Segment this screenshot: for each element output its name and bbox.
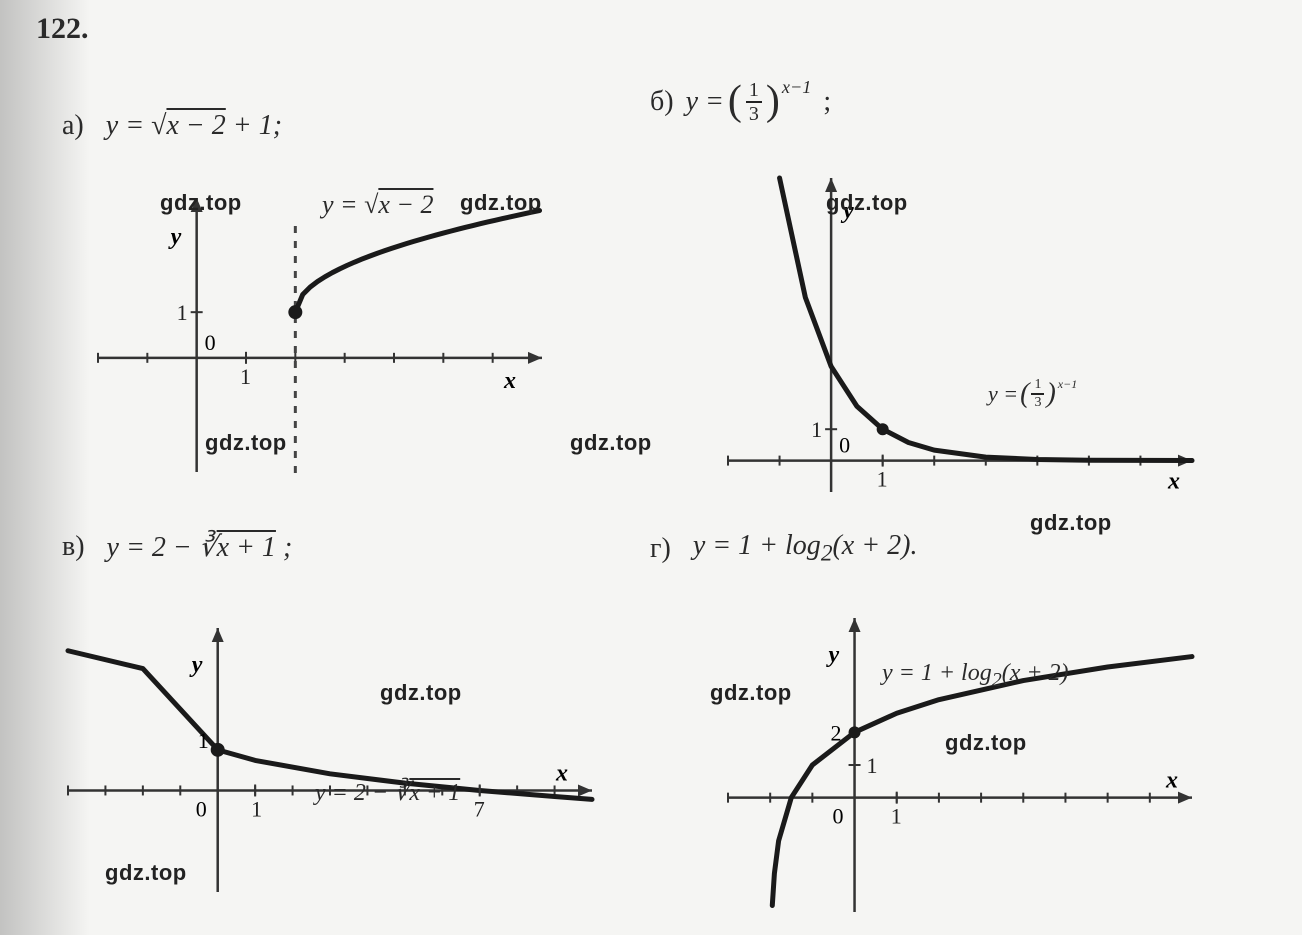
panel-d: г) y = 1 + log2(x + 2). 0112yx y = 1 + l… [610,530,1210,930]
svg-text:1: 1 [877,467,888,492]
svg-text:0: 0 [839,433,850,458]
chart-c: 0 1 7 1 y x [50,610,610,910]
svg-text:x: x [1167,469,1180,495]
equation-b-suffix: ; [823,86,831,118]
svg-text:1: 1 [811,417,822,442]
equation-b-rparen: ) [766,85,780,119]
equation-d: y = 1 + log2(x + 2). [693,530,918,568]
svg-text:1: 1 [867,753,878,778]
graph-label-c: y = 2 − ∛x + 1 [315,778,460,807]
panel-b: б) y = ( 1 3 ) x−1 ; 011yx y = ( 1 3 ) x… [610,80,1210,510]
svg-text:y: y [189,652,203,678]
svg-text:x: x [503,368,516,394]
svg-text:y: y [840,198,854,224]
svg-text:1: 1 [240,364,251,389]
graph-label-b: y = ( 1 3 ) x−1 [988,378,1077,410]
svg-text:0: 0 [205,330,216,355]
equation-b-lparen: ( [728,85,742,119]
svg-text:1: 1 [251,796,262,821]
equation-b-exp: x−1 [782,77,811,98]
svg-text:7: 7 [474,796,485,821]
svg-text:1: 1 [891,804,902,829]
svg-text:x: x [555,760,568,786]
svg-text:1: 1 [198,728,209,753]
svg-text:1: 1 [177,300,188,325]
svg-text:y: y [168,224,182,250]
svg-text:0: 0 [833,804,844,829]
equation-a: y = √x − 2 + 1; [106,110,282,142]
svg-text:x: x [1165,768,1178,794]
panel-a: а) y = √x − 2 + 1; 01 1 y x y = √x − 2 [50,80,610,510]
tag-c: в) [62,531,85,563]
chart-b: 011yx [710,160,1210,510]
panel-c: в) y = 2 − ∛x + 1 ; 0 1 7 1 y x y = 2 − ∛x + … [50,530,610,930]
problem-number: 122. [36,12,89,46]
chart-a: 01 1 y x [80,180,560,490]
svg-text:0: 0 [196,796,207,821]
graph-label-d: y = 1 + log2(x + 2) [882,660,1069,692]
equation-c: y = 2 − ∛x + 1 ; [107,530,293,564]
tag-d: г) [650,533,671,565]
svg-text:2: 2 [831,720,842,745]
svg-text:y: y [826,642,840,668]
chart-d: 0112yx [710,600,1210,930]
tag-b: б) [650,86,674,118]
equation-b-frac: 1 3 [746,80,762,124]
equation-b-prefix: y = [686,86,724,118]
graph-label-a: y = √x − 2 [322,190,433,220]
tag-a: а) [62,110,84,142]
